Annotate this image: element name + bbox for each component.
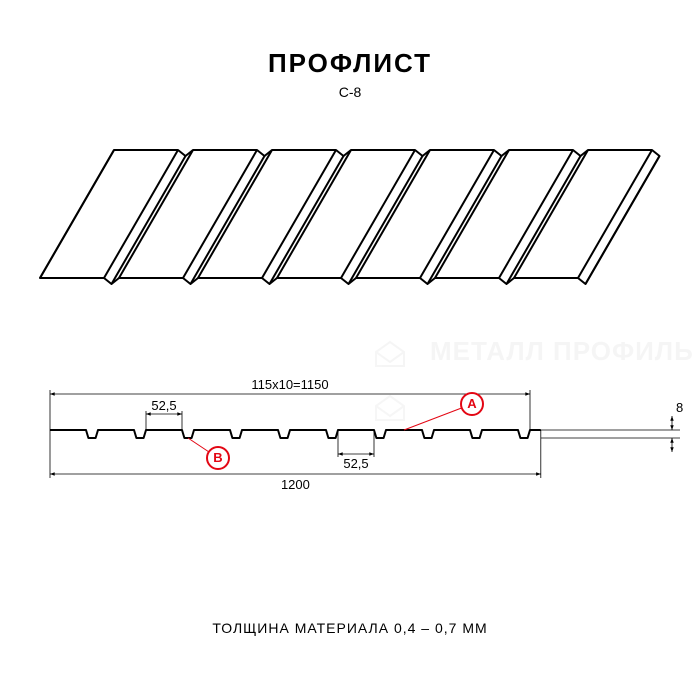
svg-text:52,5: 52,5 — [343, 456, 368, 471]
svg-text:МЕТАЛЛ ПРОФИЛЬ: МЕТАЛЛ ПРОФИЛЬ — [430, 336, 694, 366]
svg-text:115х10=1150: 115х10=1150 — [251, 377, 328, 392]
svg-text:8: 8 — [676, 400, 683, 415]
svg-text:1200: 1200 — [281, 477, 310, 492]
page: ПРОФЛИСТ С-8 МЕТАЛЛ ПРОФИЛЬ115х10=115052… — [0, 0, 700, 700]
svg-text:52,5: 52,5 — [151, 398, 176, 413]
drawing-canvas: МЕТАЛЛ ПРОФИЛЬ 115х10=1150 52,5 52,5 1200 8 A B — [0, 0, 700, 700]
svg-text:A: A — [467, 396, 477, 411]
svg-text:B: B — [213, 450, 222, 465]
footer-label: ТОЛЩИНА МАТЕРИАЛА 0,4 – 0,7 ММ — [0, 620, 700, 636]
